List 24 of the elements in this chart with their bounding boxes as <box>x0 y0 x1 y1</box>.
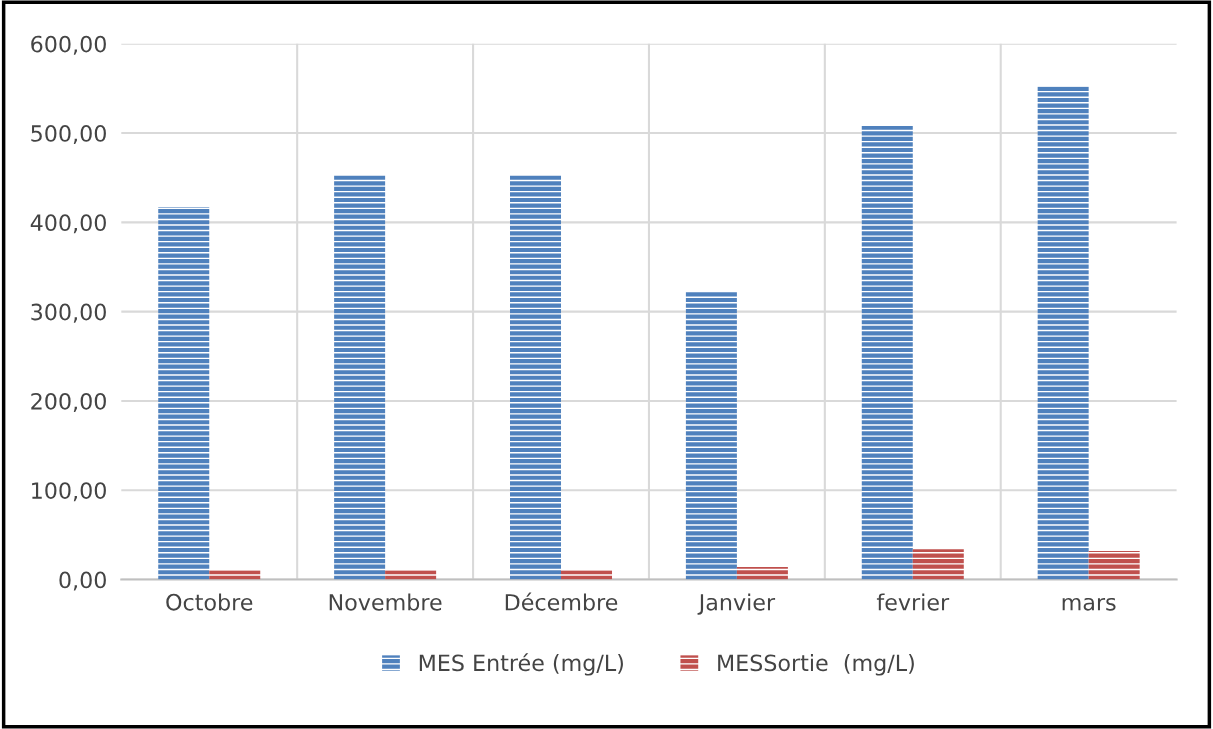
bar <box>510 175 562 580</box>
bar <box>334 175 386 580</box>
bar <box>158 207 210 580</box>
x-tick-label: fevrier <box>876 593 950 611</box>
legend-label: MESSortie (mg/L) <box>718 654 914 676</box>
bar <box>736 567 788 580</box>
x-tick-label: Janvier <box>697 593 776 615</box>
bar <box>912 549 964 580</box>
y-tick-label: 0,00 <box>59 571 106 591</box>
x-tick-label: Décembre <box>505 592 618 611</box>
bar <box>861 125 913 580</box>
y-tick-label: 200,00 <box>31 392 106 412</box>
bar <box>685 291 737 580</box>
y-tick-label: 300,00 <box>31 303 106 323</box>
x-tick-label: Octobre <box>166 593 253 611</box>
y-tick-label: 100,00 <box>32 482 106 502</box>
y-tick-label: 600,00 <box>31 35 106 55</box>
bar <box>1037 86 1089 580</box>
x-tick-label: mars <box>1062 597 1116 611</box>
x-tick-label: Novembre <box>329 593 442 611</box>
bar <box>1088 550 1140 580</box>
legend-label: MES Entrée (mg/L) <box>419 653 623 676</box>
y-tick-label: 500,00 <box>31 124 106 145</box>
y-tick-label: 400,00 <box>30 214 106 234</box>
